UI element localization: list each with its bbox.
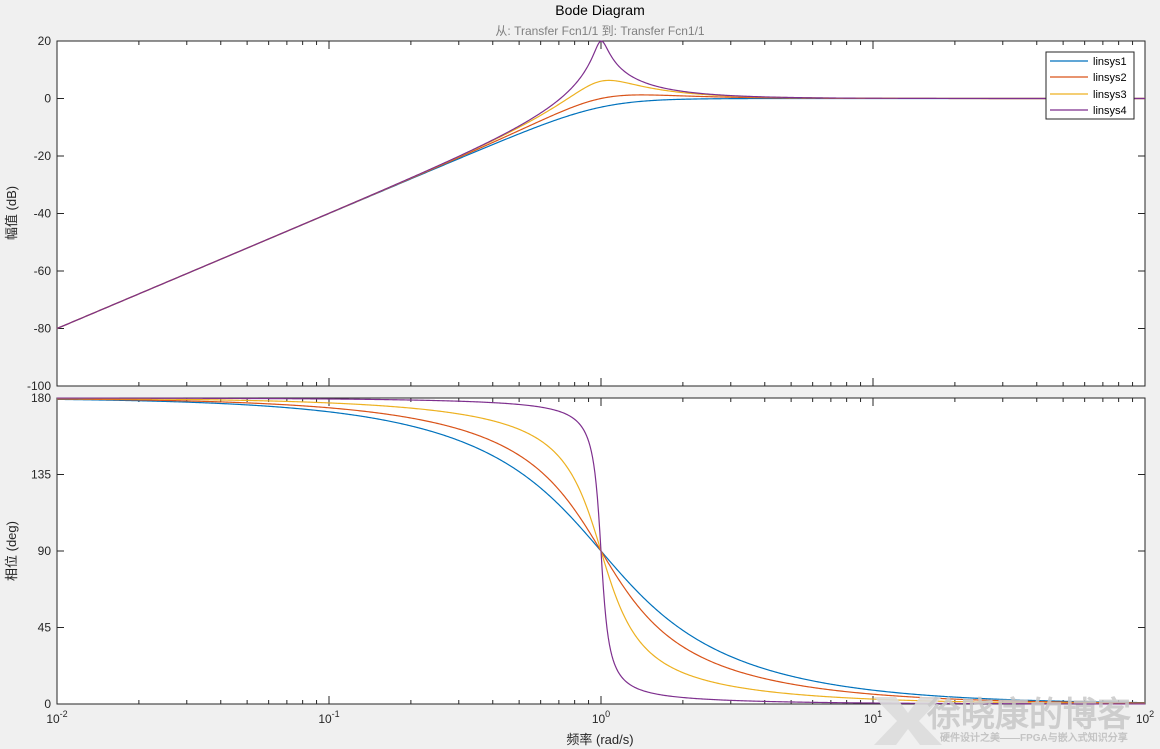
legend-label-linsys2: linsys2 xyxy=(1093,72,1127,84)
x-tick-label-10: 101 xyxy=(864,709,882,726)
magnitude-panel: 20 0 -20 -40 -60 -80 -100 幅值 (dB) linsys1 lins… xyxy=(4,34,1146,393)
magnitude-ytick-label: -20 xyxy=(34,149,52,163)
phase-ytick-label: 90 xyxy=(38,544,52,558)
phase-ytick-label: 0 xyxy=(44,697,51,711)
magnitude-ytick-label: 20 xyxy=(38,34,52,48)
watermark-main-text: 徐晓康的博客 xyxy=(926,695,1131,734)
magnitude-ytick-label: -60 xyxy=(34,264,52,278)
magnitude-line-linsys4 xyxy=(56,40,1145,330)
x-tick-label-100: 102 xyxy=(1136,709,1154,726)
legend-box xyxy=(1045,51,1135,120)
phase-ytick-label: 180 xyxy=(31,391,51,405)
legend-label-linsys1: linsys1 xyxy=(1093,56,1127,68)
magnitude-x-minor-ticks xyxy=(56,41,1146,386)
legend-entry-linsys3: linsys3 xyxy=(1050,89,1127,101)
legend-label-linsys4: linsys4 xyxy=(1093,105,1127,117)
chart-title: Bode Diagram xyxy=(555,2,645,18)
watermark-sub-text: 硬件设计之美——FPGA与嵌入式知识分享 xyxy=(940,731,1128,744)
phase-ytick-label: 135 xyxy=(31,468,51,482)
magnitude-ytick-label: -100 xyxy=(27,379,51,393)
phase-ytick-label: 45 xyxy=(38,621,52,635)
phase-lines xyxy=(56,397,1146,705)
magnitude-ytick-label: 0 xyxy=(44,92,51,106)
legend-label-linsys3: linsys3 xyxy=(1093,89,1127,101)
magnitude-ytick-label: -80 xyxy=(34,322,52,336)
magnitude-ytick-label: -40 xyxy=(34,207,52,221)
x-tick-label-0.1: 10-1 xyxy=(318,709,339,726)
magnitude-lines xyxy=(56,40,1145,330)
phase-panel: 180 135 90 45 0 相位 (deg) xyxy=(4,391,1146,711)
watermark-logo-icon xyxy=(874,697,942,745)
magnitude-plot-area xyxy=(56,40,1146,387)
legend-entry-linsys4: linsys4 xyxy=(1050,105,1127,117)
x-tick-label-1: 100 xyxy=(592,709,610,726)
chart-subtitle: 从: Transfer Fcn1/1 到: Transfer Fcn1/1 xyxy=(495,24,705,38)
magnitude-y-ticks: 20 0 -20 -40 -60 -80 -100 xyxy=(27,34,1145,393)
legend-entry-linsys1: linsys1 xyxy=(1050,56,1127,68)
x-tick-labels: 10-2 10-1 100 101 102 xyxy=(46,709,1154,726)
legend-entry-linsys2: linsys2 xyxy=(1050,72,1127,84)
phase-ylabel: 相位 (deg) xyxy=(4,521,19,581)
x-axis-label: 频率 (rad/s) xyxy=(566,732,633,747)
legend: linsys1 linsys2 linsys3 linsys4 xyxy=(1045,51,1135,120)
x-tick-label-0.01: 10-2 xyxy=(46,709,67,726)
watermark: 徐晓康的博客 硬件设计之美——FPGA与嵌入式知识分享 xyxy=(874,695,1131,745)
magnitude-ylabel: 幅值 (dB) xyxy=(4,186,19,240)
phase-y-ticks: 180 135 90 45 0 xyxy=(31,391,1145,711)
phase-line-linsys4 xyxy=(57,397,1145,705)
